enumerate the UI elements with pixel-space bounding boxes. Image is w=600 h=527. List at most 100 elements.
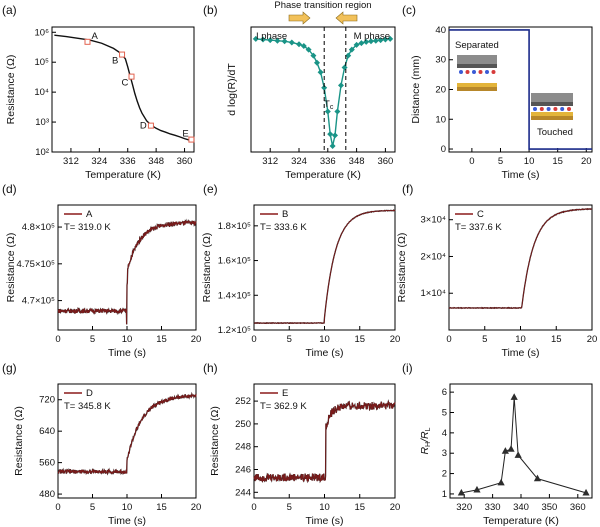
data-point xyxy=(372,37,379,44)
series-line xyxy=(57,392,197,475)
arrow-left-icon xyxy=(335,11,358,25)
plot-frame xyxy=(449,383,593,499)
data-point xyxy=(321,84,328,91)
data-point xyxy=(533,474,542,482)
series-line xyxy=(54,34,190,141)
x-tick-label: 360 xyxy=(377,156,393,167)
data-point xyxy=(329,143,336,150)
y-tick-label: 1.2×10⁵ xyxy=(218,325,251,336)
y-tick-label: 10² xyxy=(35,147,49,158)
y-tick-label: 1×10⁴ xyxy=(421,288,446,299)
temperature-label: T= 362.9 K xyxy=(260,401,307,412)
data-point xyxy=(317,69,324,76)
y-tick-label: 248 xyxy=(235,442,251,453)
panel-b: (b) 312 324 336 348 360 Temperature (K) d log(R… xyxy=(203,0,396,181)
panel-f: (f) 0 5 10 15 20 1×10⁴ 2×10⁴ 3×10⁴ Time (s) Resist… xyxy=(396,182,597,359)
charge-dot xyxy=(560,107,565,111)
x-axis-label: Time (s) xyxy=(305,347,343,359)
y-axis-label: Resistance (Ω) xyxy=(201,233,213,303)
x-tick-label: 10 xyxy=(319,334,330,345)
panel-label: (b) xyxy=(203,3,218,17)
x-tick-label: 340 xyxy=(513,502,529,513)
y-axis-label: Resistance (Ω) xyxy=(13,406,25,476)
y-tick-label: 640 xyxy=(39,426,55,437)
charge-dot xyxy=(465,70,470,74)
data-point xyxy=(501,447,509,454)
panel-label: (d) xyxy=(2,182,17,196)
tc-label: Tc xyxy=(324,99,334,111)
point-marker xyxy=(119,51,126,58)
data-point xyxy=(377,37,384,44)
y-tick-label: 246 xyxy=(235,465,251,476)
phase-region-label: Phase transition region xyxy=(274,0,371,11)
y-tick-label: 480 xyxy=(39,489,55,500)
separated-label: Separated xyxy=(455,40,499,51)
data-point xyxy=(327,131,334,138)
data-point xyxy=(300,43,307,50)
data-point xyxy=(334,108,341,115)
x-tick-label: 0 xyxy=(446,334,451,345)
ylabel-subscript: H xyxy=(425,442,432,447)
x-axis-label: Time (s) xyxy=(501,347,539,359)
y-tick-label: 4.7×10⁵ xyxy=(22,296,55,307)
x-axis-label: Temperature (K) xyxy=(285,169,361,181)
x-axis-label: Time (s) xyxy=(108,347,146,359)
plot-frame xyxy=(51,26,195,153)
ylabel-part: /R xyxy=(419,431,431,443)
charge-dot xyxy=(491,70,496,74)
data-point xyxy=(510,393,518,400)
bottom-layer xyxy=(531,112,573,116)
data-point xyxy=(332,132,338,139)
point-marker xyxy=(84,38,91,45)
y-tick-label: 20 xyxy=(435,85,446,96)
x-tick-label: 0 xyxy=(251,502,256,513)
point-label: C xyxy=(122,78,129,89)
temperature-label: T= 345.8 K xyxy=(64,401,111,412)
y-tick-label: 10⁴ xyxy=(34,87,49,98)
data-point xyxy=(288,39,295,46)
panel-label: (i) xyxy=(402,361,413,375)
y-tick-label: 1.8×10⁵ xyxy=(218,221,251,232)
y-tick-label: 2×10⁴ xyxy=(421,251,446,262)
data-point xyxy=(514,451,522,458)
x-tick-label: 324 xyxy=(291,156,307,167)
y-tick-label: 560 xyxy=(39,458,55,469)
i-phase-label: I phase xyxy=(256,31,287,42)
data-point xyxy=(457,488,465,496)
x-tick-label: 20 xyxy=(390,502,401,513)
tc-subscript: c xyxy=(330,104,334,111)
point-marker xyxy=(147,122,154,129)
x-axis-label: Time (s) xyxy=(305,515,343,527)
x-tick-label: 15 xyxy=(354,334,365,345)
panel-a: (a) 312 324 336 348 360 10² 10³ 10⁴ 10⁵ 10⁶ Tempera… xyxy=(2,3,195,181)
x-axis-label: Time (s) xyxy=(501,169,539,181)
series-line xyxy=(253,209,396,324)
y-tick-label: 6 xyxy=(442,387,447,398)
panel-c: (c) 0 5 10 15 20 0 10 20 30 40 Time (s) Distance (mm… xyxy=(402,3,593,181)
touched-label: Touched xyxy=(537,127,573,138)
y-tick-label: 3×10⁴ xyxy=(421,215,446,226)
y-axis-label: RH/RL xyxy=(419,427,432,454)
point-label: D xyxy=(140,121,147,132)
panel-label: (h) xyxy=(203,361,218,375)
y-tick-label: 4.8×10⁵ xyxy=(22,222,55,233)
series-line xyxy=(57,219,197,325)
y-tick-label: 252 xyxy=(235,396,251,407)
x-axis-label: Time (s) xyxy=(108,515,146,527)
x-tick-label: 10 xyxy=(515,334,526,345)
y-tick-label: 4.75×10⁵ xyxy=(16,259,55,270)
x-tick-label: 5 xyxy=(287,334,292,345)
data-point xyxy=(368,38,374,45)
x-tick-label: 20 xyxy=(587,334,598,345)
data-point xyxy=(305,46,312,53)
point-marker xyxy=(188,136,195,143)
y-tick-label: 1.4×10⁵ xyxy=(218,290,251,301)
series-line xyxy=(253,399,396,483)
charge-dot xyxy=(459,70,463,74)
x-tick-label: 5 xyxy=(482,334,487,345)
x-tick-label: 0 xyxy=(469,156,474,167)
point-label: B xyxy=(112,56,118,67)
data-point xyxy=(252,35,259,42)
x-tick-label: 348 xyxy=(148,156,164,167)
x-tick-label: 320 xyxy=(456,502,472,513)
